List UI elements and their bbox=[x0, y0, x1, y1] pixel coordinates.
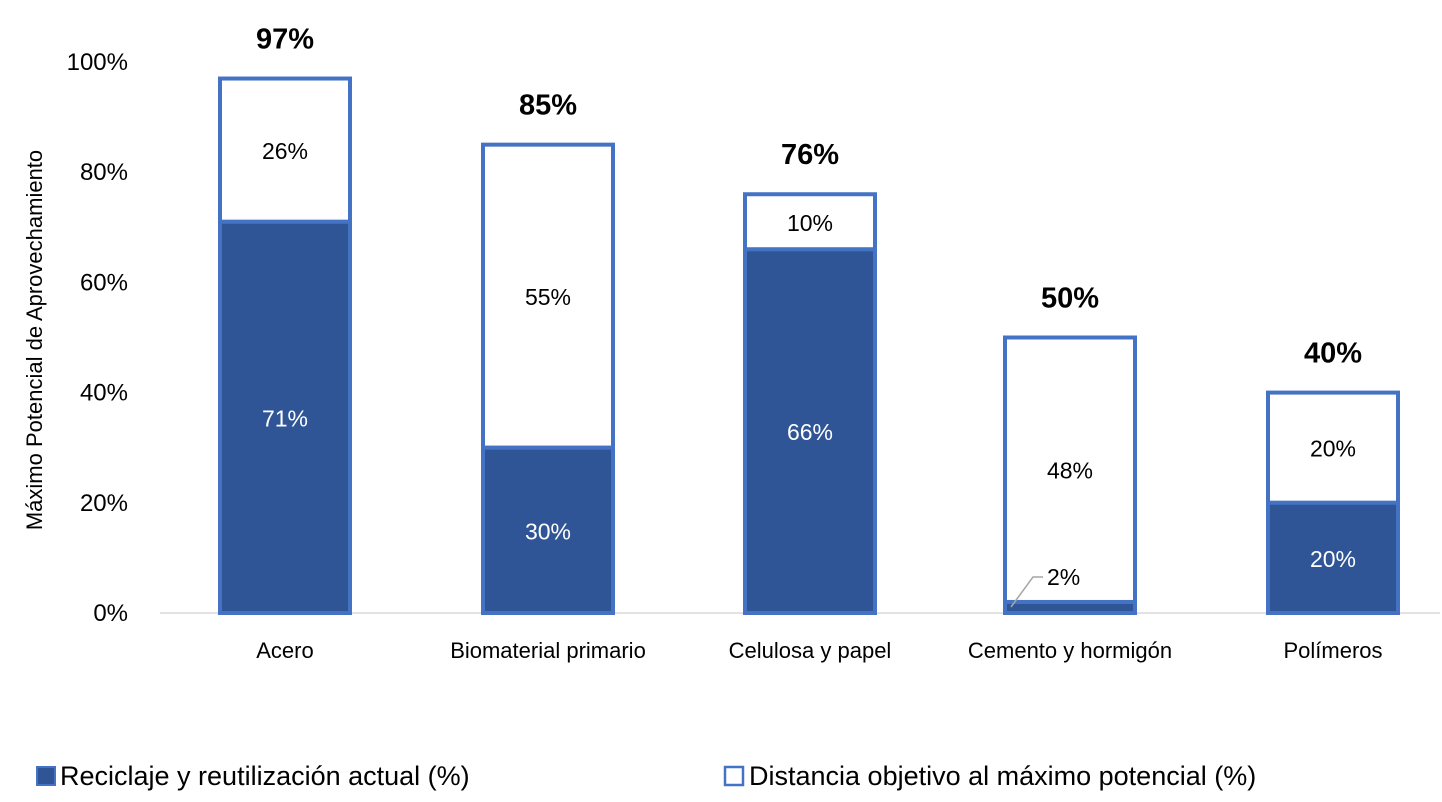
bar-current-segment bbox=[1266, 500, 1400, 615]
legend-item-gap[interactable]: Distancia objetivo al máximo potencial (… bbox=[723, 761, 1256, 791]
bar-gap-label: 55% bbox=[525, 284, 571, 310]
bar-total-label: 40% bbox=[1304, 338, 1362, 370]
bar-current-segment bbox=[743, 247, 877, 615]
bars: 26% 71% 97% 55% 30% 85% 10% 66% 76% 48% 2% 50% 20% 20… bbox=[218, 24, 1400, 616]
x-category-label: Polímeros bbox=[1283, 638, 1382, 663]
y-axis-label: Máximo Potencial de Aprovechamiento bbox=[22, 150, 47, 530]
bar-current-segment bbox=[218, 219, 352, 615]
x-category-label: Acero bbox=[256, 638, 313, 663]
bar-current-label: 20% bbox=[1310, 546, 1356, 572]
y-tick-label: 80% bbox=[80, 159, 128, 186]
y-axis: 0% 20% 40% 60% 80% 100% bbox=[67, 49, 128, 627]
legend-swatch-current bbox=[36, 766, 56, 786]
bar-current-label: 30% bbox=[525, 518, 571, 544]
x-axis: Acero Biomaterial primario Celulosa y pape… bbox=[256, 638, 1382, 663]
bar-total-label: 97% bbox=[256, 24, 314, 56]
bar-gap-label: 20% bbox=[1310, 436, 1356, 462]
bar-current-label: 2% bbox=[1047, 564, 1080, 590]
bar-current-segment bbox=[481, 445, 615, 616]
legend-item-current[interactable]: Reciclaje y reutilización actual (%) bbox=[36, 761, 470, 791]
legend-label-gap: Distancia objetivo al máximo potencial (… bbox=[749, 761, 1256, 791]
bar-total-label: 76% bbox=[781, 139, 839, 171]
legend-swatch-gap bbox=[723, 765, 745, 787]
y-tick-label: 100% bbox=[67, 49, 128, 76]
bar-gap-label: 10% bbox=[787, 210, 833, 236]
bar-gap-segment bbox=[1003, 335, 1137, 604]
y-tick-label: 40% bbox=[80, 380, 128, 407]
bar-current-segment bbox=[1003, 599, 1137, 615]
y-tick-label: 0% bbox=[93, 600, 128, 627]
bar-current-label: 66% bbox=[787, 419, 833, 445]
bar-gap-label: 48% bbox=[1047, 458, 1093, 484]
legend: Reciclaje y reutilización actual (%) Dis… bbox=[36, 761, 1256, 791]
bar-total-label: 50% bbox=[1041, 283, 1099, 315]
bar-gap-segment bbox=[743, 192, 877, 252]
y-tick-label: 60% bbox=[80, 269, 128, 296]
bar-current-leader-line bbox=[1010, 576, 1043, 608]
x-category-label: Celulosa y papel bbox=[729, 638, 892, 663]
x-category-label: Biomaterial primario bbox=[450, 638, 646, 663]
bar-current-label: 71% bbox=[262, 405, 308, 431]
bar-total-label: 85% bbox=[519, 90, 577, 122]
x-category-label: Cemento y hormigón bbox=[968, 638, 1172, 663]
legend-label-current: Reciclaje y reutilización actual (%) bbox=[60, 761, 470, 791]
y-tick-label: 20% bbox=[80, 490, 128, 517]
bar-gap-label: 26% bbox=[262, 138, 308, 164]
